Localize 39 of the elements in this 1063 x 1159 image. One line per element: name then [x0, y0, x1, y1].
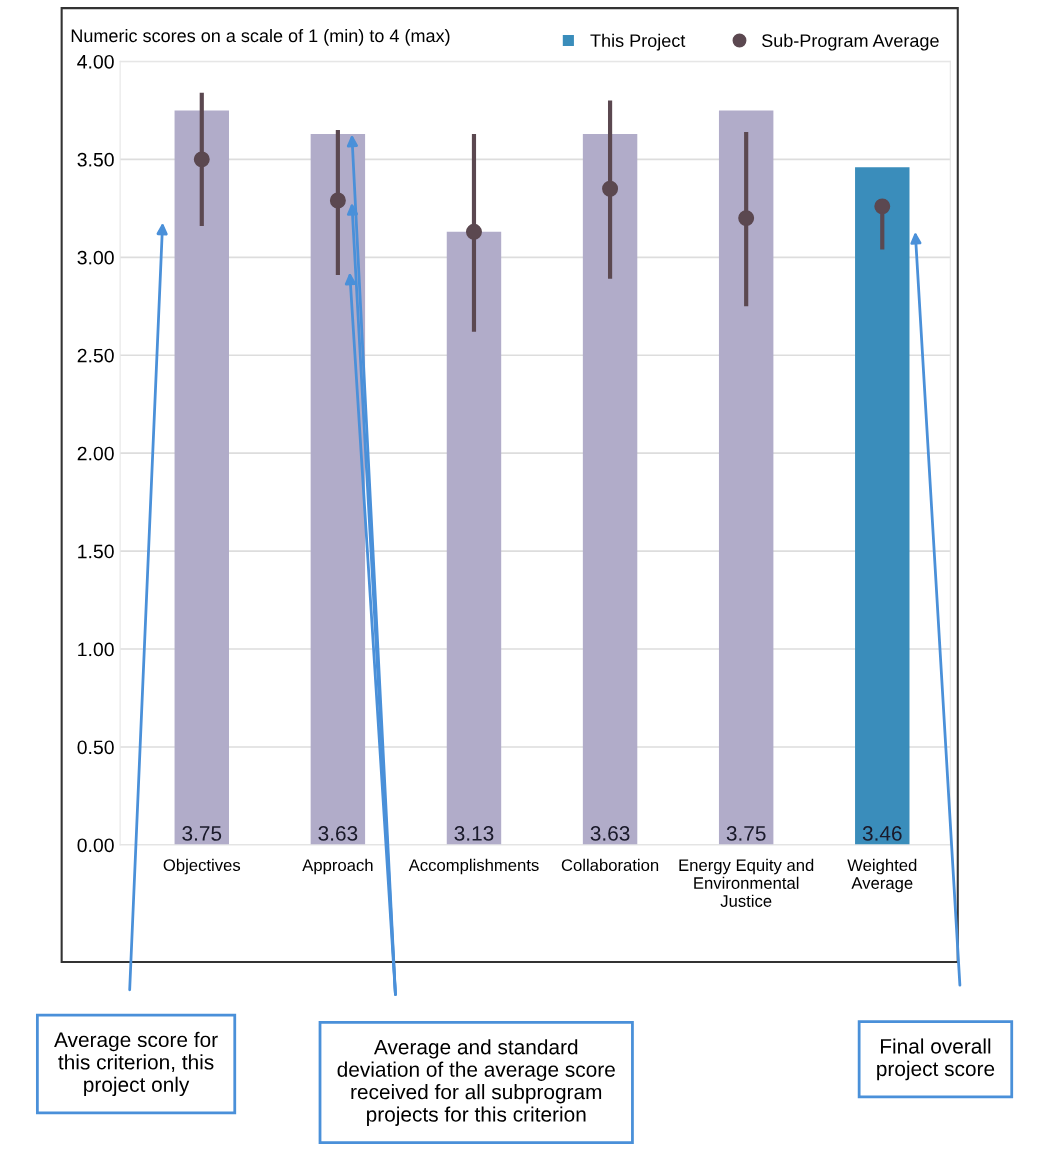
x-tick-label: Objectives	[163, 858, 241, 875]
legend-label: Sub-Program Average	[761, 33, 939, 51]
data-label: 3.75	[726, 826, 766, 841]
y-tick-label: 1.00	[78, 642, 114, 657]
data-label: 3.63	[318, 826, 358, 841]
x-tick-label: Energy Equity and Environmental Justice	[679, 858, 814, 907]
y-tick-label: 3.00	[77, 250, 114, 265]
y-tick-label: 2.50	[77, 348, 114, 363]
point	[602, 180, 619, 197]
x-tick-label: Weighted Average	[847, 858, 917, 893]
y-tick-label: 1.50	[78, 544, 114, 559]
point	[193, 151, 210, 168]
data-label: 3.75	[182, 826, 222, 841]
y-tick-label: 3.50	[77, 152, 114, 167]
bar	[718, 110, 774, 845]
x-tick-label: Accomplishments	[408, 858, 539, 875]
x-tick-label: Approach	[302, 858, 373, 875]
bar	[446, 231, 502, 845]
data-label: 3.13	[454, 826, 494, 841]
y-tick-label: 0.50	[77, 740, 114, 755]
y-tick-label: 2.00	[77, 446, 114, 461]
y-tick-label: 0.00	[77, 838, 114, 853]
bar	[855, 167, 910, 845]
point	[738, 210, 755, 227]
point	[465, 223, 482, 240]
bar	[582, 133, 638, 845]
data-label: 3.46	[862, 826, 902, 841]
text: Final overall project score	[877, 1038, 995, 1081]
legend-label: This Project	[590, 33, 686, 51]
x-tick-label: Collaboration	[561, 858, 659, 872]
y-tick-label: 4.00	[77, 54, 114, 69]
bar	[174, 110, 229, 845]
point	[874, 198, 891, 215]
text: Average and standard deviation of the average score received for all subprogram projects for this criterion	[337, 1039, 615, 1126]
data-label: 3.63	[590, 826, 630, 841]
text: Average score for this criterion, this project only	[54, 1031, 218, 1097]
bar	[310, 133, 366, 845]
chart-title: Numeric scores on a scale of 1 (min) to 4 (max)	[71, 28, 450, 46]
point	[329, 192, 346, 209]
